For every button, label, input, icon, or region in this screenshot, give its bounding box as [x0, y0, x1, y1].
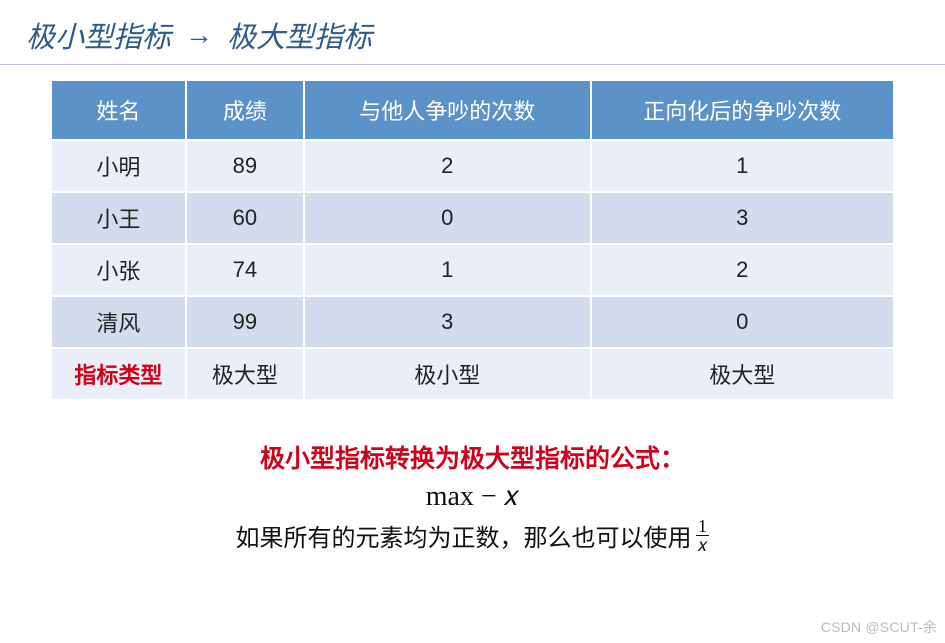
footer-label: 指标类型 [51, 348, 186, 400]
table-container: 姓名 成绩 与他人争吵的次数 正向化后的争吵次数 小明 89 2 1 小王 60… [50, 79, 895, 401]
cell-score: 74 [186, 244, 304, 296]
cell-quarrel: 0 [304, 192, 591, 244]
table-row: 小张 74 1 2 [51, 244, 894, 296]
cell-normalized: 0 [591, 296, 895, 348]
fraction-num: 1 [696, 517, 709, 536]
title-left: 极小型指标 [26, 14, 171, 56]
notes-section: 极小型指标转换为极大型指标的公式： max − 𝑥 如果所有的元素均为正数，那么… [0, 439, 945, 554]
cell-name: 小张 [51, 244, 186, 296]
cell-quarrel: 2 [304, 140, 591, 192]
cell-normalized: 2 [591, 244, 895, 296]
note-line: 如果所有的元素均为正数，那么也可以使用 1 𝑥 [235, 517, 709, 554]
table-row: 小明 89 2 1 [51, 140, 894, 192]
footer-type-quarrel: 极小型 [304, 348, 591, 400]
cell-normalized: 3 [591, 192, 895, 244]
cell-score: 99 [186, 296, 304, 348]
cell-name: 小明 [51, 140, 186, 192]
cell-quarrel: 3 [304, 296, 591, 348]
footer-type-score: 极大型 [186, 348, 304, 400]
table-header-row: 姓名 成绩 与他人争吵的次数 正向化后的争吵次数 [51, 80, 894, 140]
table-footer-row: 指标类型 极大型 极小型 极大型 [51, 348, 894, 400]
cell-score: 89 [186, 140, 304, 192]
title-right: 极大型指标 [227, 14, 372, 56]
note-prefix: 如果所有的元素均为正数，那么也可以使用 [235, 518, 691, 553]
arrow-icon: → [185, 19, 213, 51]
col-header-score: 成绩 [186, 80, 304, 140]
table-row: 清风 99 3 0 [51, 296, 894, 348]
formula-body: max − 𝑥 [0, 481, 945, 513]
page-title: 极小型指标 → 极大型指标 [0, 0, 945, 65]
col-header-quarrel-count: 与他人争吵的次数 [304, 80, 591, 140]
fraction-den: 𝑥 [695, 536, 709, 554]
table-row: 小王 60 0 3 [51, 192, 894, 244]
cell-score: 60 [186, 192, 304, 244]
watermark: CSDN @SCUT-余 [821, 617, 937, 637]
cell-name: 清风 [51, 296, 186, 348]
formula-title: 极小型指标转换为极大型指标的公式： [0, 439, 945, 475]
cell-quarrel: 1 [304, 244, 591, 296]
fraction-icon: 1 𝑥 [695, 517, 709, 554]
col-header-normalized: 正向化后的争吵次数 [591, 80, 895, 140]
cell-normalized: 1 [591, 140, 895, 192]
col-header-name: 姓名 [51, 80, 186, 140]
data-table: 姓名 成绩 与他人争吵的次数 正向化后的争吵次数 小明 89 2 1 小王 60… [50, 79, 895, 401]
footer-type-normalized: 极大型 [591, 348, 895, 400]
cell-name: 小王 [51, 192, 186, 244]
